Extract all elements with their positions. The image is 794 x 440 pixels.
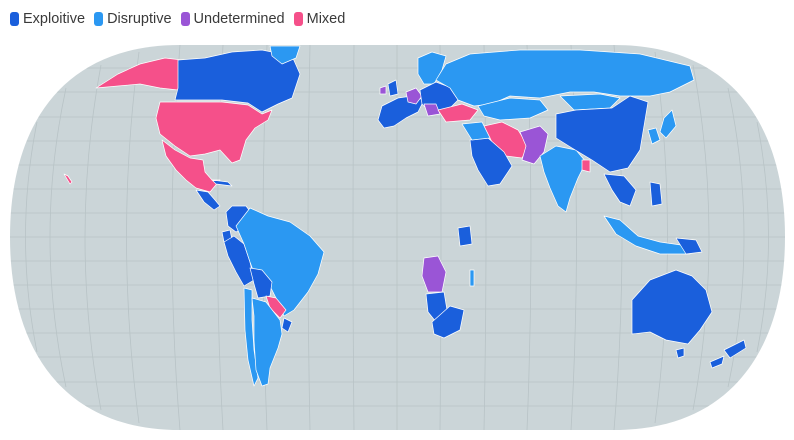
country-bolivia[interactable] [249,267,273,299]
country-india[interactable] [539,145,587,213]
legend-item-mixed[interactable]: Mixed [293,11,346,27]
legend-label-undetermined: Undetermined [193,11,285,27]
country-korea-japan[interactable] [647,109,677,145]
legend-swatch-exploitive [10,12,19,26]
country-australia[interactable] [631,269,713,345]
country-kazakhstan[interactable] [477,97,549,121]
country-usa[interactable] [155,101,273,164]
country-russia[interactable] [435,49,695,107]
legend-item-undetermined[interactable]: Undetermined [180,11,285,27]
country-uruguay[interactable] [281,317,293,333]
country-china[interactable] [555,95,649,173]
legend-item-disruptive[interactable]: Disruptive [94,11,172,27]
map-legend: Exploitive Disruptive Undetermined Mixed [10,11,345,27]
country-south-africa[interactable] [431,305,465,339]
country-philippines[interactable] [649,181,663,207]
country-cuba[interactable] [211,179,233,187]
country-hawaii[interactable] [63,173,73,185]
country-central-europe[interactable] [405,87,423,105]
country-southeast-asia[interactable] [603,173,637,207]
country-ireland[interactable] [379,85,387,95]
region-central-america[interactable] [195,189,221,211]
country-turkey[interactable] [437,103,479,123]
legend-swatch-disruptive [94,12,104,26]
legend-label-mixed: Mixed [306,11,346,27]
country-bangladesh[interactable] [581,159,591,173]
country-argentina[interactable] [251,297,283,387]
country-saudi-arabia[interactable] [469,137,513,187]
legend-label-disruptive: Disruptive [107,11,172,27]
legend-label-exploitive: Exploitive [23,11,86,27]
legend-item-exploitive[interactable]: Exploitive [10,11,85,27]
country-canada[interactable] [174,49,301,113]
country-afghanistan-pakistan[interactable] [519,125,549,165]
country-madagascar[interactable] [469,269,475,287]
country-mexico[interactable] [161,139,221,193]
countries [63,45,747,387]
country-east-africa[interactable] [457,225,473,247]
country-new-zealand[interactable] [709,339,747,369]
country-papua-new-guinea[interactable] [675,237,703,255]
country-balkans[interactable] [423,103,441,117]
country-uk[interactable] [387,79,399,97]
region-greenland[interactable] [269,45,301,65]
country-tasmania[interactable] [675,347,685,359]
country-iraq-syria[interactable] [461,121,491,141]
country-mongolia[interactable] [559,93,621,111]
legend-swatch-mixed [293,12,303,26]
country-western-europe[interactable] [377,95,425,129]
legend-swatch-undetermined [180,12,190,26]
